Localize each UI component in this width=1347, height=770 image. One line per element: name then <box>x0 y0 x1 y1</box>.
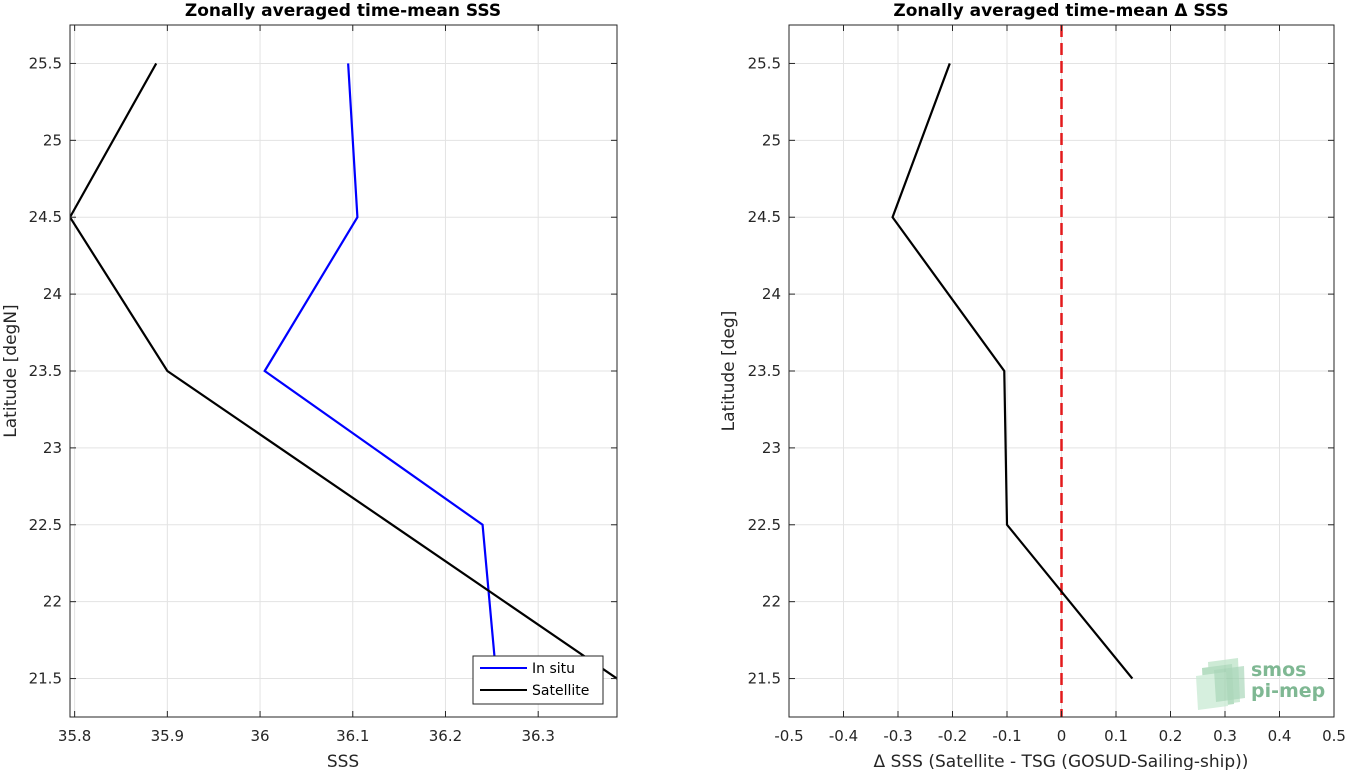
delta-x-tick-label: 0.2 <box>1159 727 1183 745</box>
logo-line2: pi-mep <box>1251 680 1325 702</box>
sss-x-tick-label: 35.9 <box>151 727 184 745</box>
sss-y-tick-label: 23.5 <box>29 362 62 380</box>
sss-legend: In situ Satellite <box>472 655 604 705</box>
sss-y-tick-label: 24.5 <box>29 208 62 226</box>
delta-series-line <box>891 63 1134 680</box>
legend-in-situ-label: In situ <box>532 661 575 677</box>
sss-y-tick-label: 25 <box>43 131 62 149</box>
sss-y-tick-label: 23 <box>43 439 62 457</box>
delta-x-tick-label: 0.5 <box>1322 727 1346 745</box>
delta-grid <box>788 25 1335 717</box>
delta-x-tick-label: -0.3 <box>883 727 912 745</box>
delta-x-tick-label: -0.1 <box>992 727 1021 745</box>
delta-y-tick-label: 25 <box>762 131 781 149</box>
sss-x-tick-label: 36.2 <box>429 727 462 745</box>
delta-x-tick-label: -0.5 <box>774 727 803 745</box>
delta-x-tick-label: -0.4 <box>829 727 858 745</box>
delta-x-axis-label: Δ SSS (Satellite - TSG (GOSUD-Sailing-sh… <box>874 752 1249 770</box>
delta-y-axis-label: Latitude [deg] <box>719 311 739 432</box>
logo-mark-icon <box>1196 658 1245 710</box>
smos-pi-mep-logo: smos pi-mep <box>1196 658 1325 710</box>
delta-ticks: -0.5 -0.4 -0.3 -0.2 -0.1 0 0.1 0.2 0.3 0.4 0.5 21.5… <box>748 25 1346 745</box>
delta-x-tick-label: -0.2 <box>938 727 967 745</box>
sss-x-axis-label: SSS <box>327 752 359 770</box>
delta-sss-panel: -0.5 -0.4 -0.3 -0.2 -0.1 0 0.1 0.2 0.3 0.4 0.5 21.5… <box>719 1 1346 770</box>
in-situ-series-line <box>263 63 498 679</box>
sss-title: Zonally averaged time-mean SSS <box>185 1 501 21</box>
sss-y-tick-label: 24 <box>43 285 62 303</box>
delta-x-tick-label: 0.3 <box>1213 727 1237 745</box>
sss-ticks: 35.8 35.9 36 36.1 36.2 36.3 21.5 22 22.5 23 23.5 24… <box>29 25 617 745</box>
sss-x-tick-label: 36 <box>251 727 270 745</box>
legend-satellite-label: Satellite <box>532 683 589 699</box>
sss-y-axis-label: Latitude [degN] <box>1 304 21 437</box>
sss-x-tick-label: 36.3 <box>521 727 554 745</box>
delta-y-tick-label: 24 <box>762 285 781 303</box>
delta-y-tick-label: 25.5 <box>748 54 781 72</box>
sss-grid <box>70 25 617 717</box>
sss-y-tick-label: 21.5 <box>29 670 62 688</box>
delta-y-tick-label: 24.5 <box>748 208 781 226</box>
delta-y-tick-label: 23.5 <box>748 362 781 380</box>
sss-panel: 35.8 35.9 36 36.1 36.2 36.3 21.5 22 22.5 23 23.5 24… <box>1 1 618 770</box>
delta-series <box>891 63 1134 680</box>
sss-series <box>70 62 617 680</box>
delta-y-tick-label: 23 <box>762 439 781 457</box>
sss-x-tick-label: 36.1 <box>336 727 369 745</box>
delta-title: Zonally averaged time-mean Δ SSS <box>893 1 1228 21</box>
logo-line1: smos <box>1251 659 1306 681</box>
legend-box <box>472 655 604 705</box>
delta-y-tick-label: 21.5 <box>748 670 781 688</box>
delta-x-tick-label: 0 <box>1057 727 1067 745</box>
delta-x-tick-label: 0.4 <box>1268 727 1292 745</box>
sss-y-tick-label: 22 <box>43 593 62 611</box>
sss-x-tick-label: 35.8 <box>58 727 91 745</box>
sss-y-tick-label: 22.5 <box>29 516 62 534</box>
delta-x-tick-label: 0.1 <box>1104 727 1128 745</box>
delta-y-tick-label: 22.5 <box>748 516 781 534</box>
sss-y-tick-label: 25.5 <box>29 54 62 72</box>
delta-y-tick-label: 22 <box>762 593 781 611</box>
satellite-series-line <box>70 62 617 680</box>
